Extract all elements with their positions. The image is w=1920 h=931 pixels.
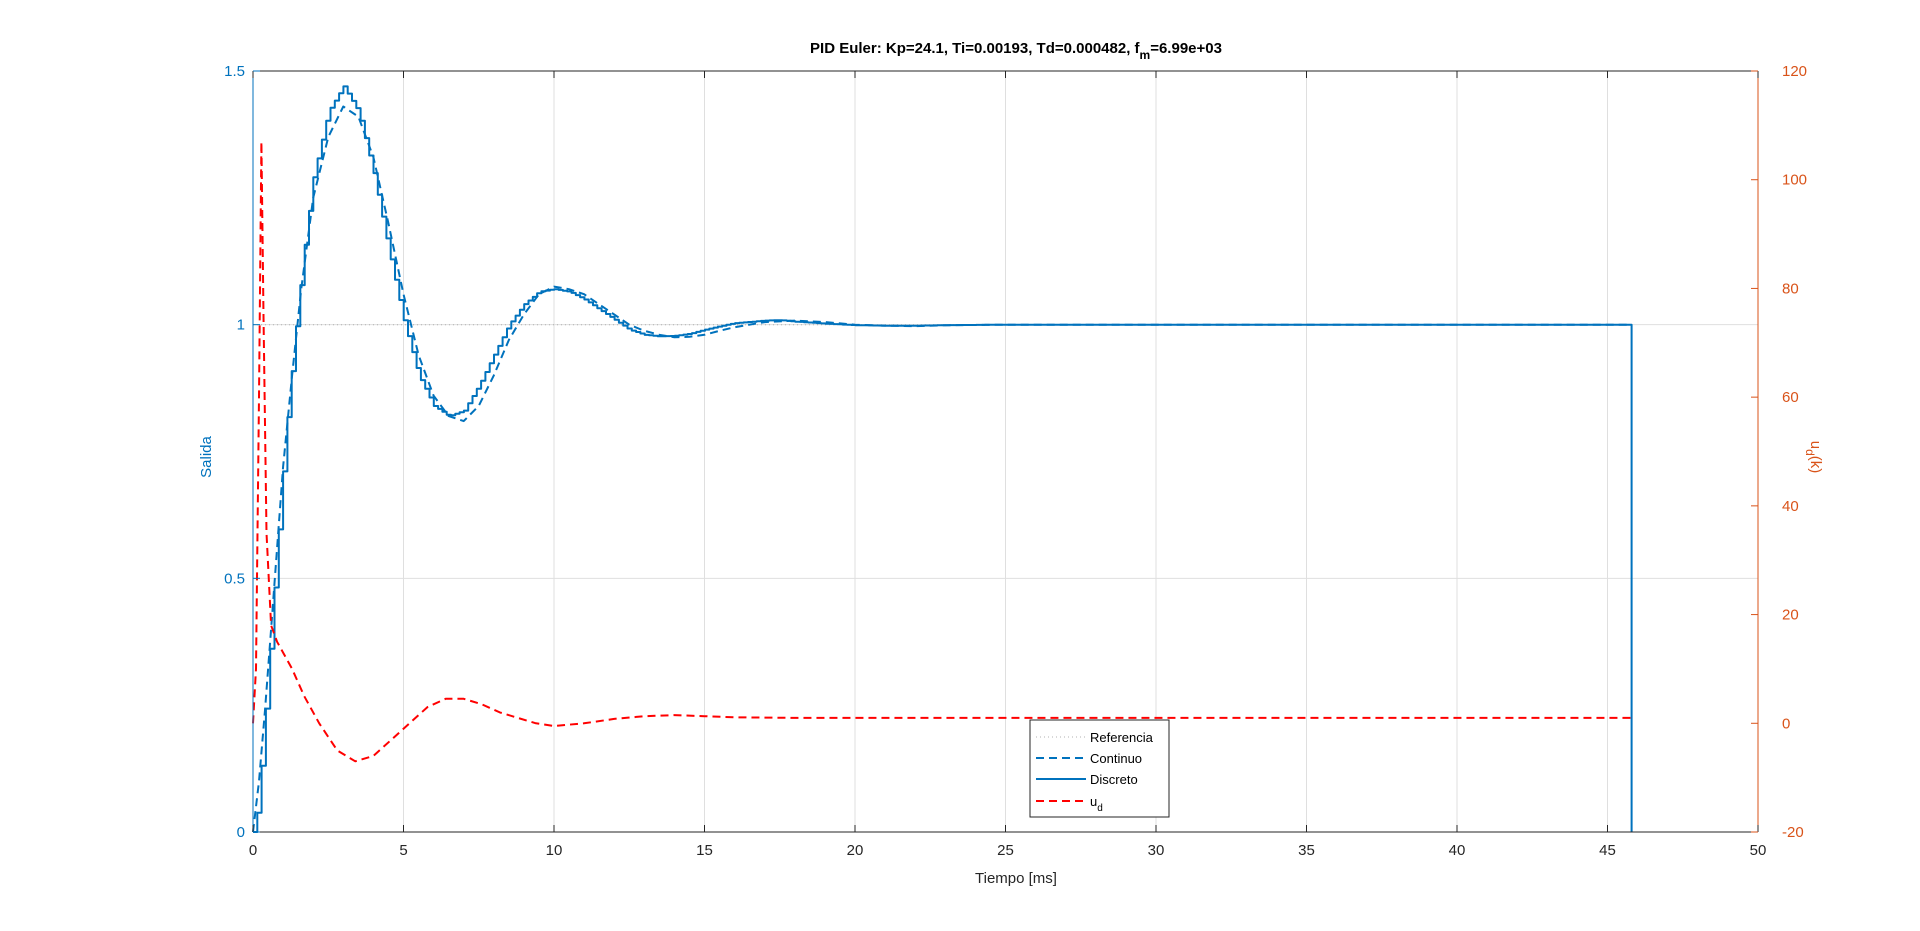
chart-title-tail: =6.99e+03 — [1150, 40, 1222, 57]
y-right-tick-label-2: 20 — [1782, 607, 1799, 624]
y-left-tick-label-1: 0.5 — [224, 570, 245, 587]
x-tick-label-5: 25 — [997, 842, 1014, 859]
chart-title-sub: m — [1140, 48, 1151, 62]
x-tick-label-6: 30 — [1148, 842, 1165, 859]
y-left-tick-label-2: 1 — [237, 317, 245, 334]
y-right-tick-label-0: -20 — [1782, 824, 1804, 841]
legend-label-continuo: Continuo — [1090, 751, 1142, 766]
x-tick-label-1: 5 — [399, 842, 407, 859]
legend-label-ud-base: u — [1090, 794, 1097, 809]
legend-label-ud-sub: d — [1097, 803, 1103, 814]
chart-title-main: PID Euler: Kp=24.1, Ti=0.00193, Td=0.000… — [810, 40, 1140, 57]
y-axis-label-left: Salida — [198, 435, 215, 477]
x-tick-label-2: 10 — [546, 842, 563, 859]
x-tick-label-0: 0 — [249, 842, 257, 859]
x-tick-label-9: 45 — [1599, 842, 1616, 859]
y-right-tick-label-4: 60 — [1782, 389, 1799, 406]
x-tick-label-3: 15 — [696, 842, 713, 859]
y-right-tick-label-6: 100 — [1782, 172, 1807, 189]
series-line-continuo — [252, 105, 1632, 833]
x-tick-label-8: 40 — [1449, 842, 1466, 859]
chart-title: PID Euler: Kp=24.1, Ti=0.00193, Td=0.000… — [810, 40, 1222, 62]
y-left-tick-label-3: 1.5 — [224, 63, 245, 80]
series-line-discreto — [253, 85, 1633, 833]
x-tick-label-10: 50 — [1750, 842, 1767, 859]
x-axis-label: Tiempo [ms] — [975, 870, 1057, 887]
y-left-tick-label-0: 0 — [237, 824, 245, 841]
y-right-tick-label-7: 120 — [1782, 63, 1807, 80]
y-axis-label-right-base: u — [1807, 441, 1824, 449]
series-line-ud — [252, 140, 1632, 763]
x-tick-label-4: 20 — [847, 842, 864, 859]
y-axis-label-right: ud(k) — [1803, 441, 1824, 474]
series-lines — [252, 85, 1633, 833]
y-right-tick-label-5: 80 — [1782, 280, 1799, 297]
y-axis-label-right-tail: (k) — [1807, 456, 1824, 474]
legend-label-referencia: Referencia — [1090, 730, 1154, 745]
chart-legend: Referencia Continuo Discreto ud — [1029, 719, 1170, 818]
legend-label-ud: ud — [1090, 794, 1103, 814]
legend-label-discreto: Discreto — [1090, 772, 1138, 787]
y-right-tick-label-1: 0 — [1782, 715, 1790, 732]
axes: 0 5 10 15 20 25 30 35 40 45 50 0 0.5 1 1.5 -20 0 20 40 60 80… — [224, 63, 1807, 859]
y-right-tick-label-3: 40 — [1782, 498, 1799, 515]
y-axis-label-right-sub: d — [1803, 449, 1817, 456]
x-tick-label-7: 35 — [1298, 842, 1315, 859]
